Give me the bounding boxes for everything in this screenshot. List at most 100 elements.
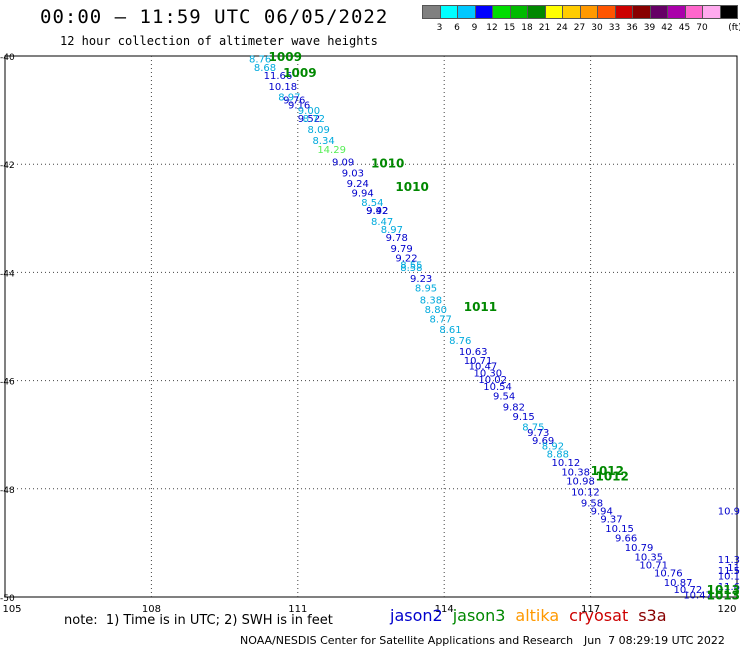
wave-height-label: 10.9: [718, 506, 740, 517]
wave-height-label: 10.1: [718, 571, 740, 582]
wave-height-label: 11: [727, 563, 740, 574]
wave-height-label: 10.71: [639, 561, 668, 572]
pressure-label: 1009: [283, 66, 316, 80]
wave-height-label: 10.38: [561, 467, 590, 478]
colorbar-label: 6: [454, 23, 460, 33]
wave-height-label: 9.94: [351, 188, 373, 199]
wave-height-label: 8.80: [425, 305, 447, 316]
colorbar-label: 39: [643, 23, 656, 33]
wave-height-label: 8.97: [278, 93, 300, 104]
map-data-marks: 8.768.6811.6610.188.979.769.169.009.528.…: [249, 50, 740, 602]
wave-height-label: 10.15: [605, 524, 634, 535]
legend-item-jason3: jason3: [452, 606, 506, 625]
wave-height-label: 9.16: [288, 101, 310, 112]
wave-height-label: 10.71: [464, 356, 493, 367]
colorbar-label: 3: [436, 23, 443, 33]
colorbar-label: 12: [486, 23, 498, 33]
wave-height-label: 10.72: [674, 585, 703, 596]
wave-height-label: 10.12: [552, 458, 581, 469]
satellite-legend: jason2 jason3 altika cryosat s3a: [390, 606, 677, 625]
wave-height-label: 10.30: [473, 368, 502, 379]
lat-tick-label: -42: [0, 161, 15, 171]
wave-height-label: 9.78: [386, 233, 408, 244]
wave-height-label: 10.76: [654, 569, 683, 580]
wave-height-label: 8.75: [522, 423, 544, 434]
wave-height-label: 8.95: [415, 284, 437, 295]
map-tick-labels: 105 108 111 114 117 120 -40 -42 -44 -46 -48 -50: [0, 53, 737, 615]
wave-height-label: 8.68: [254, 63, 276, 74]
map-frame: [4, 55, 738, 598]
lon-tick-label: 111: [288, 604, 307, 615]
wave-height-label: 10.47: [683, 590, 712, 601]
wave-height-label: 8.47: [371, 217, 393, 228]
pressure-label: 1013: [707, 588, 740, 602]
wave-height-label: 9.00: [298, 106, 320, 117]
wave-height-label: 9.66: [615, 533, 637, 544]
wave-height-label: 9.15: [513, 412, 535, 423]
lat-tick-label: -46: [0, 378, 15, 388]
lat-tick-label: -48: [0, 486, 15, 496]
wave-height-label: 8.97: [381, 225, 403, 236]
wave-height-label: 10.47: [469, 361, 498, 372]
legend-item-altika: altika: [515, 606, 560, 625]
wave-height-label: 8.09: [308, 125, 330, 136]
wave-height-label: 8.76: [249, 55, 271, 66]
wave-height-label: 10.18: [269, 82, 298, 93]
colorbar-cell: [719, 5, 738, 19]
lon-tick-label: 117: [581, 604, 600, 615]
wave-height-label: 10.12: [571, 488, 600, 499]
wave-height-label: 9.09: [332, 157, 354, 168]
wave-height-label: 10.63: [459, 347, 488, 358]
colorbar-label: 45: [678, 23, 691, 33]
colorbar-label: 15: [503, 23, 516, 33]
wave-height-label: 9.73: [527, 428, 549, 439]
colorbar-label: 42: [661, 23, 673, 33]
wave-height-label: 9.24: [347, 179, 369, 190]
wave-height-label: 10.54: [483, 382, 512, 393]
wave-height-label: 11.66: [264, 71, 293, 82]
wave-height-label: 8.77: [430, 314, 452, 325]
colorbar-label: 33: [608, 23, 621, 33]
wave-height-label: 9.42: [366, 206, 388, 217]
credit-line: NOAA/NESDIS Center for Satellite Applica…: [240, 634, 574, 647]
pressure-label: 1011: [464, 300, 497, 314]
footer-note: note: 1) Time is in UTC; 2) SWH is in fe…: [64, 613, 333, 628]
wave-height-label: 14.29: [317, 145, 346, 156]
wave-height-label: 9.94: [591, 506, 613, 517]
wave-height-label: 8.61: [439, 325, 461, 336]
colorbar-label: 36: [626, 23, 638, 33]
pressure-label: 1009: [269, 50, 302, 64]
legend-item-jason2: jason2: [390, 606, 443, 625]
wave-height-label: 9.82: [503, 403, 525, 414]
wave-height-label: 8.55: [400, 260, 422, 271]
wave-height-label: 9.03: [342, 168, 364, 179]
legend-item-cryosat: cryosat: [569, 606, 629, 625]
wave-height-label: 9.76: [283, 95, 305, 106]
pressure-label: 1012: [591, 464, 624, 478]
lat-tick-label: -50: [0, 594, 15, 604]
wave-height-label: 11.6: [718, 582, 740, 593]
wave-height-label: 10.87: [664, 578, 693, 589]
map-subtitle: 12 hour collection of altimeter wave hei…: [60, 34, 378, 48]
wave-height-label: 9.23: [410, 274, 432, 285]
lat-tick-label: -44: [0, 269, 15, 279]
lon-tick-label: 105: [2, 604, 21, 615]
wave-height-label: 10.35: [635, 552, 664, 563]
map-grid: [4, 55, 738, 598]
legend-item-s3a: s3a: [638, 606, 667, 625]
wave-height-label: 8.76: [449, 336, 471, 347]
wave-height-label: 9.79: [391, 244, 413, 255]
wave-height-label: 8.72: [303, 114, 325, 125]
wave-height-label: 8.92: [542, 442, 564, 453]
pressure-label: 1012: [595, 469, 628, 483]
colorbar-label: 30: [591, 23, 603, 33]
wave-height-label: 8.34: [312, 136, 334, 147]
wave-height-label: 10.79: [625, 543, 654, 554]
colorbar-label: 70: [696, 23, 708, 33]
colorbar-label: 9: [471, 23, 478, 33]
colorbar-label: 24: [556, 23, 568, 33]
wave-height-label: 8.88: [547, 450, 569, 461]
colorbar-unit: (ft): [728, 23, 740, 33]
lon-tick-label: 120: [717, 604, 736, 615]
